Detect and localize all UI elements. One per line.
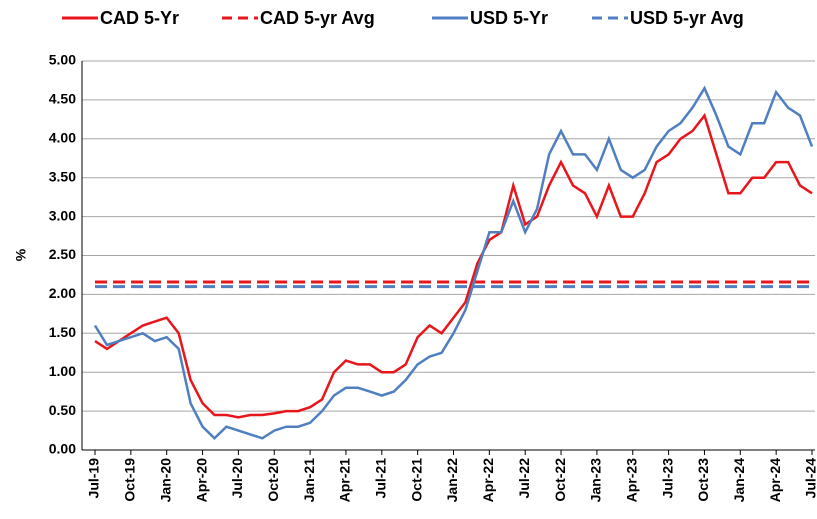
y-tick-label: 3.50 [49, 168, 76, 184]
x-tick-label: Jul-19 [86, 458, 102, 499]
legend-label: CAD 5-Yr [100, 8, 179, 28]
y-axis-label: % [13, 248, 29, 261]
x-tick-label: Jan-21 [301, 458, 317, 503]
x-tick-label: Jan-24 [731, 458, 747, 503]
series-line [94, 112, 813, 419]
y-tick-label: 4.00 [49, 130, 76, 146]
y-tick-label: 4.50 [49, 91, 76, 107]
x-tick-label: Jul-23 [659, 458, 675, 499]
y-tick-label: 1.00 [49, 363, 76, 379]
y-tick-label: 0.00 [49, 441, 76, 457]
x-tick-label: Jan-23 [588, 458, 604, 503]
x-tick-label: Oct-19 [122, 458, 138, 502]
y-tick-label: 5.00 [49, 52, 76, 68]
y-tick-label: 2.50 [49, 246, 76, 262]
y-tick-label: 3.00 [49, 207, 76, 223]
legend-label: USD 5-Yr [470, 8, 548, 28]
x-tick-label: Jul-22 [516, 458, 532, 499]
x-tick-label: Jul-20 [229, 458, 245, 499]
x-tick-label: Apr-20 [193, 458, 209, 503]
x-tick-label: Oct-22 [552, 458, 568, 502]
x-tick-label: Oct-20 [265, 458, 281, 502]
x-tick-label: Jan-22 [444, 458, 460, 503]
x-tick-label: Oct-21 [408, 458, 424, 502]
legend-label: USD 5-yr Avg [630, 8, 744, 28]
x-tick-label: Apr-22 [480, 458, 496, 503]
legend-label: CAD 5-yr Avg [260, 8, 375, 28]
x-tick-label: Jan-20 [157, 458, 173, 503]
x-tick-label: Apr-21 [337, 458, 353, 503]
x-tick-label: Oct-23 [695, 458, 711, 502]
x-tick-label: Jul-21 [373, 458, 389, 499]
y-tick-label: 2.00 [49, 285, 76, 301]
x-tick-label: Apr-24 [767, 458, 783, 503]
y-tick-label: 1.50 [49, 324, 76, 340]
y-tick-label: 0.50 [49, 402, 76, 418]
series-line [93, 85, 814, 441]
x-tick-label: Jul-24 [803, 458, 817, 499]
x-tick-label: Apr-23 [623, 458, 639, 503]
